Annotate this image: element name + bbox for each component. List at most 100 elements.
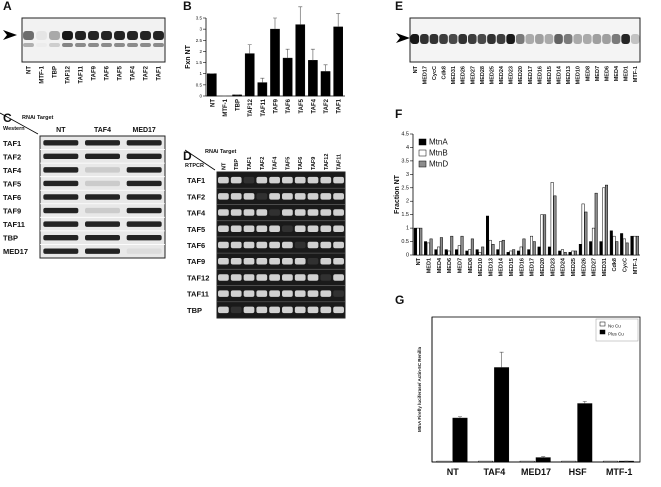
x-tick-label: MED16 <box>519 258 525 276</box>
band <box>85 167 120 173</box>
y-tick-label: 0 <box>199 94 202 99</box>
band <box>85 234 120 241</box>
lane-label: NT <box>413 65 419 73</box>
x-tick-label: TAF12 <box>248 98 254 117</box>
panel-label: E <box>395 0 403 13</box>
bar <box>486 215 489 256</box>
y-axis-label: Fxn NT <box>185 44 192 68</box>
lane-label: TAF2 <box>144 65 150 80</box>
x-tick-label: MED24 <box>561 257 567 276</box>
lane-label: MED8 <box>585 66 591 81</box>
band <box>243 257 255 265</box>
bar <box>602 460 618 463</box>
band <box>243 225 255 233</box>
bar <box>625 242 629 256</box>
band <box>294 274 306 281</box>
band <box>458 34 468 44</box>
y-axis-label: Fraction NT <box>394 174 401 214</box>
bar <box>478 252 482 256</box>
band <box>269 241 280 249</box>
y-tick-label: 1.5 <box>401 212 409 218</box>
band <box>85 194 120 200</box>
bar <box>633 235 637 256</box>
bar <box>594 192 598 256</box>
row-label: TAF5 <box>3 179 21 188</box>
bar <box>447 250 451 256</box>
band <box>243 176 255 184</box>
bar <box>501 239 505 256</box>
bar <box>444 249 448 256</box>
band <box>333 176 344 184</box>
bar <box>499 241 503 256</box>
bar <box>207 73 217 97</box>
band <box>439 34 448 44</box>
lane-label: MED23 <box>509 66 515 84</box>
lane-label: MED14 <box>557 65 563 84</box>
legend-label: MtnD <box>429 160 448 169</box>
bar <box>434 249 438 256</box>
band <box>554 34 563 44</box>
bar <box>540 214 544 256</box>
band <box>420 34 429 44</box>
bar <box>506 252 510 256</box>
bar <box>609 230 613 256</box>
bar <box>550 182 554 256</box>
divider <box>0 112 39 135</box>
row-label: TAF5 <box>187 225 205 234</box>
bar <box>295 24 306 97</box>
band <box>307 225 319 233</box>
x-tick-label: MED1 <box>426 258 432 273</box>
lane-label: MED25 <box>489 66 495 84</box>
band <box>477 34 487 44</box>
band <box>307 290 319 297</box>
bar <box>591 227 595 256</box>
legend-label: MtnA <box>429 138 448 147</box>
y-tick-label: 2.5 <box>196 38 203 43</box>
band <box>467 34 477 44</box>
band <box>333 241 344 249</box>
panel-label: B <box>183 0 192 13</box>
band <box>333 257 344 265</box>
bar <box>457 245 461 256</box>
method: Western <box>3 126 25 132</box>
band <box>218 225 229 233</box>
lane-label: MTF-1 <box>40 65 46 83</box>
lane-label: MED17 <box>422 66 428 84</box>
bar <box>543 214 547 256</box>
band <box>126 221 162 227</box>
bar <box>257 82 268 97</box>
lane-label: TAF6 <box>105 65 111 80</box>
band <box>218 306 229 314</box>
band <box>282 257 293 265</box>
bar <box>560 249 564 256</box>
band <box>43 248 79 254</box>
row-label: TAF6 <box>3 193 21 202</box>
y-tick-label: 2.5 <box>401 185 409 191</box>
row-label: TAF9 <box>3 207 21 216</box>
bar <box>571 250 575 256</box>
bar <box>530 235 534 256</box>
bar <box>568 252 572 256</box>
bar <box>491 243 495 256</box>
band <box>582 34 592 44</box>
lane-label: MED26 <box>461 66 467 84</box>
x-tick-label: TAF4 <box>311 98 317 113</box>
band <box>126 180 162 187</box>
band <box>269 225 280 233</box>
row-label: TAF9 <box>187 257 205 266</box>
lane-label: MED6 <box>604 66 610 81</box>
bar <box>282 57 293 97</box>
band <box>85 207 120 214</box>
band <box>256 193 268 200</box>
band <box>126 153 162 160</box>
x-tick-label: HSF <box>569 467 588 477</box>
bar <box>561 460 577 463</box>
band <box>294 257 306 265</box>
bar <box>599 241 603 256</box>
y-tick-label: 3.5 <box>401 158 409 164</box>
x-tick-label: MED26 <box>581 258 587 276</box>
band <box>256 274 268 281</box>
band <box>256 225 268 233</box>
bar <box>308 60 318 97</box>
band <box>75 31 86 40</box>
